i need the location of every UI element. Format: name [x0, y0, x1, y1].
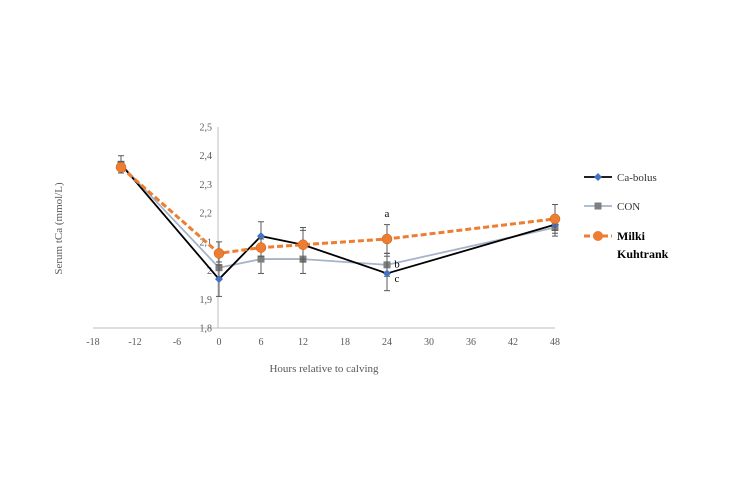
annotation-label: b	[394, 258, 400, 270]
annotation-label: c	[395, 273, 400, 285]
x-tick-label: 48	[550, 337, 560, 348]
y-tick-label: 2,5	[200, 123, 213, 134]
data-point	[215, 275, 223, 284]
legend-item-con: CON	[584, 201, 640, 213]
series-line-milki-kuhtrank	[120, 166, 556, 255]
x-tick-label: -12	[128, 337, 141, 348]
y-tick-label: 2,4	[200, 151, 213, 162]
x-tick-label: -6	[173, 337, 181, 348]
plot-area	[115, 155, 561, 297]
x-tick-label: 42	[508, 337, 518, 348]
series-milki-kuhtrank	[115, 160, 561, 266]
data-point	[549, 213, 561, 225]
series-line-con	[120, 163, 556, 269]
data-point	[257, 255, 265, 263]
legend-label-ca-bolus: Ca-bolus	[617, 172, 657, 184]
axes	[93, 127, 555, 329]
legend-label-con: CON	[617, 201, 640, 213]
annotation-label: a	[385, 208, 390, 220]
data-point	[255, 242, 267, 253]
data-point	[297, 239, 309, 250]
legend-marker-con	[594, 202, 602, 210]
legend-marker-ca-bolus	[594, 173, 602, 181]
legend-marker-milki-kuhtrank	[593, 231, 603, 241]
y-tick-labels: 1,81,922,12,22,32,42,5	[200, 123, 213, 335]
data-point	[383, 269, 391, 278]
x-tick-label: 12	[298, 337, 308, 348]
y-tick-label: 2,2	[200, 209, 213, 220]
x-tick-label: 30	[424, 337, 434, 348]
legend-item-milki-kuhtrank: Milki Kuhtrank	[584, 229, 669, 261]
y-tick-label: 2,3	[200, 180, 213, 191]
legend-label-milki-kuhtrank-line1: Milki	[617, 229, 646, 243]
data-point	[115, 161, 127, 173]
x-tick-label: 24	[382, 337, 392, 348]
x-tick-label: 36	[466, 337, 476, 348]
data-point	[213, 248, 225, 259]
y-tick-label: 2	[207, 266, 212, 277]
x-tick-label: 18	[340, 337, 350, 348]
x-tick-label: 6	[259, 337, 264, 348]
series-ca-bolus	[117, 160, 559, 297]
x-axis-title: Hours relative to calving	[269, 363, 379, 375]
y-tick-label: 1,8	[200, 324, 213, 335]
legend-label-milki-kuhtrank-line2: Kuhtrank	[617, 247, 669, 261]
x-tick-labels: -18 -12 -6 0 6 12 18 24 30 36 42 48	[86, 337, 560, 348]
series-con	[117, 155, 559, 280]
x-tick-label: -18	[86, 337, 99, 348]
y-axis-title: Serum tCa (mmol/L)	[53, 182, 65, 275]
annotations: a bc	[385, 208, 401, 285]
legend: Ca-bolus CON Milki Kuhtrank	[584, 172, 669, 261]
data-point	[381, 233, 393, 245]
y-tick-label: 1,9	[200, 295, 213, 306]
series-line-ca-bolus	[120, 163, 556, 281]
legend-item-ca-bolus: Ca-bolus	[584, 172, 657, 184]
x-tick-label: 0	[217, 337, 222, 348]
data-point	[257, 232, 265, 241]
